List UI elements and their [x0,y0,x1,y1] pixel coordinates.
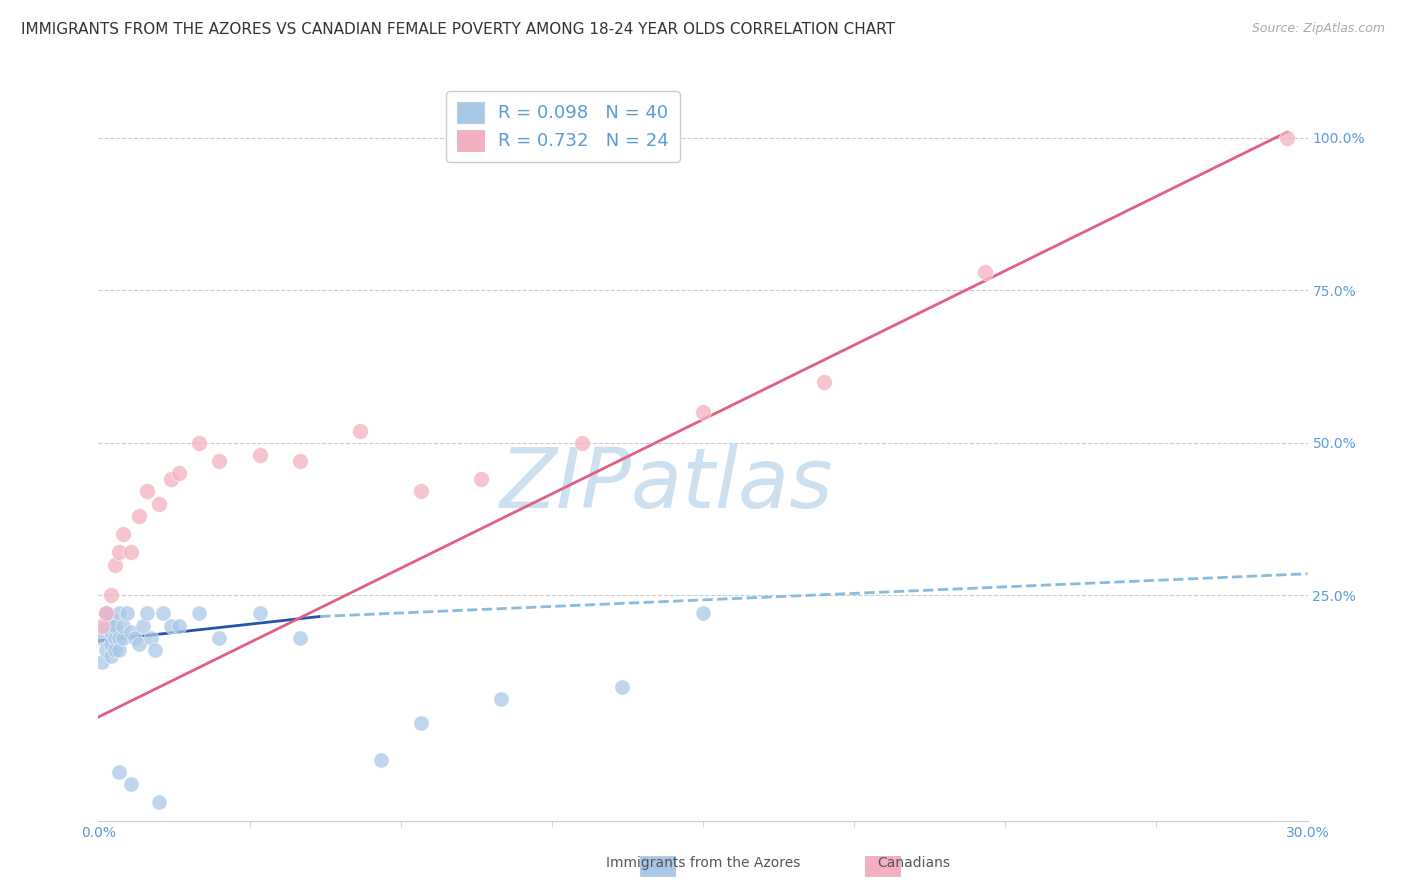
Point [111,527,134,541]
Point [249,448,271,462]
Point [288,631,311,645]
Point [107,643,129,657]
Point [143,643,166,657]
Point [188,607,211,621]
Point [974,265,997,279]
Point [409,716,432,731]
Point [409,484,432,499]
Point [1277,131,1299,145]
Point [100,649,122,664]
Legend: R = 0.098   N = 40, R = 0.732   N = 24: R = 0.098 N = 40, R = 0.732 N = 24 [446,91,681,161]
Point [107,764,129,779]
Point [96,607,118,621]
Point [103,631,125,645]
Point [96,618,118,632]
Point [111,618,134,632]
Point [470,472,492,486]
Point [91,631,114,645]
Point [167,618,190,632]
Point [692,405,714,419]
Point [167,466,190,480]
Point [120,624,142,639]
Point [349,424,371,438]
Point [370,753,392,767]
Point [188,435,211,450]
Point [120,777,142,791]
Point [91,618,114,632]
Point [692,607,714,621]
Point [135,607,157,621]
Point [132,618,155,632]
Point [96,643,118,657]
Point [491,691,513,706]
Text: Canadians: Canadians [877,855,950,870]
Point [103,643,125,657]
Point [208,631,231,645]
Point [148,497,170,511]
Point [107,607,129,621]
Point [160,472,183,486]
Point [124,631,146,645]
Point [813,375,835,389]
Point [148,796,170,810]
Point [103,558,125,572]
Text: Immigrants from the Azores: Immigrants from the Azores [606,855,800,870]
Point [120,545,142,559]
Point [139,631,162,645]
Text: ZIPatlas: ZIPatlas [501,443,834,524]
Point [103,618,125,632]
Text: IMMIGRANTS FROM THE AZORES VS CANADIAN FEMALE POVERTY AMONG 18-24 YEAR OLDS CORR: IMMIGRANTS FROM THE AZORES VS CANADIAN F… [21,22,896,37]
Point [208,454,231,468]
Point [288,454,311,468]
Point [612,680,634,694]
Text: Source: ZipAtlas.com: Source: ZipAtlas.com [1251,22,1385,36]
Point [100,588,122,602]
Point [115,607,138,621]
Point [249,607,271,621]
Point [107,545,129,559]
Point [107,631,129,645]
Point [111,631,134,645]
Point [91,655,114,669]
Point [135,484,157,499]
Point [100,637,122,651]
Point [128,508,150,523]
Point [100,613,122,627]
Point [160,618,183,632]
Point [96,607,118,621]
Point [128,637,150,651]
Point [100,624,122,639]
Point [152,607,174,621]
Point [571,435,593,450]
